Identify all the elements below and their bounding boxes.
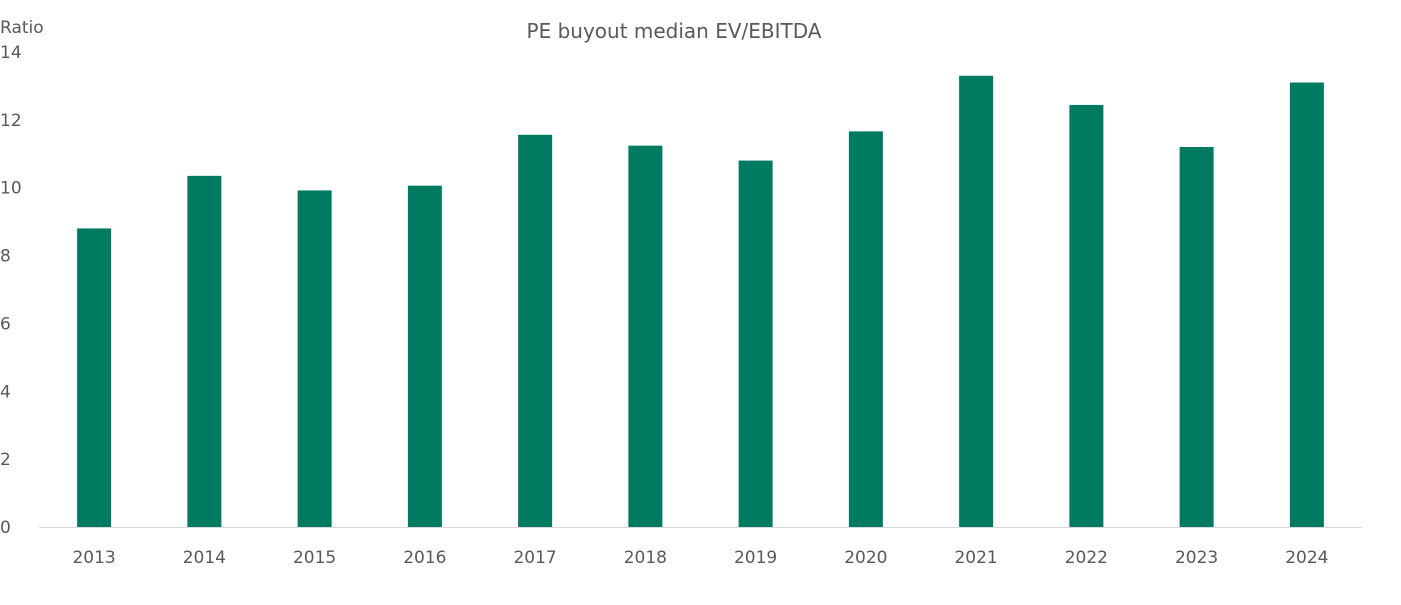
bar-2018 bbox=[628, 145, 663, 527]
x-tick-label: 2022 bbox=[1065, 548, 1108, 568]
x-axis-ticks: 2013 2014 2015 2016 2017 2018 2019 2020 2021 2022… bbox=[72, 548, 1328, 568]
x-tick-label: 2018 bbox=[624, 548, 667, 568]
x-tick-label: 2024 bbox=[1285, 548, 1328, 568]
y-tick-label: 8 bbox=[0, 247, 11, 267]
bar-2015 bbox=[297, 190, 332, 527]
y-tick-label: 14 bbox=[0, 43, 22, 63]
chart-title: PE buyout median EV/EBITDA bbox=[527, 19, 822, 43]
bar-2024 bbox=[1289, 82, 1324, 528]
y-axis-ticks: 0 2 4 6 8 10 12 14 bbox=[0, 43, 22, 538]
bar-2019 bbox=[738, 160, 773, 528]
bar-2017 bbox=[518, 134, 553, 528]
x-tick-label: 2015 bbox=[293, 548, 336, 568]
y-tick-label: 12 bbox=[0, 111, 22, 131]
bar-2014 bbox=[187, 175, 222, 527]
y-tick-label: 4 bbox=[0, 382, 11, 402]
y-tick-label: 10 bbox=[0, 179, 22, 199]
y-tick-label: 2 bbox=[0, 450, 11, 470]
x-tick-label: 2017 bbox=[513, 548, 556, 568]
x-tick-label: 2014 bbox=[183, 548, 226, 568]
x-tick-label: 2020 bbox=[844, 548, 887, 568]
x-tick-label: 2013 bbox=[72, 548, 115, 568]
y-tick-label: 6 bbox=[0, 314, 11, 334]
x-tick-label: 2019 bbox=[734, 548, 777, 568]
x-tick-label: 2023 bbox=[1175, 548, 1218, 568]
x-tick-label: 2016 bbox=[403, 548, 446, 568]
bar-2016 bbox=[407, 185, 442, 527]
bar-2023 bbox=[1179, 147, 1214, 527]
bar-2013 bbox=[77, 228, 112, 527]
y-axis-label: Ratio bbox=[0, 18, 44, 38]
bar-2022 bbox=[1069, 104, 1104, 527]
bars bbox=[77, 75, 1324, 528]
y-tick-label: 0 bbox=[0, 518, 11, 538]
x-tick-label: 2021 bbox=[954, 548, 997, 568]
bar-2020 bbox=[848, 131, 883, 527]
bar-2021 bbox=[959, 75, 994, 527]
